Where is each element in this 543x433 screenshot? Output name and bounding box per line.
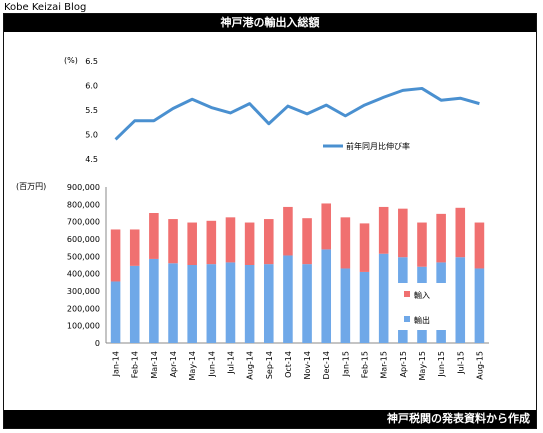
- x-tick-label: Feb-15: [361, 351, 370, 378]
- x-tick-label: Oct-14: [284, 351, 293, 378]
- x-tick-label: Feb-14: [131, 351, 140, 378]
- export-bar: [244, 265, 255, 343]
- x-tick-label: Jan-15: [341, 351, 350, 377]
- export-bar: [206, 264, 217, 343]
- import-bar: [340, 217, 351, 269]
- chart-title: 神戸港の輸出入総額: [4, 14, 536, 32]
- import-bar: [398, 208, 408, 258]
- export-bar: [187, 265, 197, 343]
- x-tick-label: Jun-14: [207, 351, 216, 378]
- x-tick-label: Mar-14: [150, 351, 159, 379]
- export-legend-swatch: [404, 316, 410, 322]
- export-bar: [225, 262, 236, 343]
- import-bar: [187, 222, 197, 265]
- bar-y-tick-label: 500,000: [67, 252, 100, 261]
- x-tick-label: Nov-14: [303, 351, 312, 379]
- x-tick-label: Mar-15: [380, 351, 389, 379]
- x-tick-label: Jul-14: [226, 351, 235, 375]
- export-bar: [283, 255, 293, 343]
- x-tick-label: Sep-14: [265, 351, 274, 379]
- bar-y-tick-label: 800,000: [67, 200, 100, 209]
- x-tick-label: May-14: [188, 351, 197, 380]
- bar-y-tick-label: 0: [95, 339, 100, 348]
- export-bar: [168, 263, 178, 343]
- line-y-tick-label: 6.5: [85, 57, 98, 66]
- export-bar: [321, 249, 332, 343]
- import-bar: [225, 217, 236, 263]
- import-bar: [321, 203, 332, 250]
- import-bar: [263, 219, 274, 265]
- import-bar: [283, 206, 293, 256]
- export-bar: [378, 253, 389, 343]
- import-bar: [149, 213, 159, 259]
- import-bar: [436, 213, 446, 263]
- import-bar: [417, 222, 427, 267]
- line-y-tick-label: 5.0: [85, 131, 98, 140]
- import-bar: [129, 229, 140, 266]
- line-y-unit: (%): [64, 56, 78, 65]
- line-legend-label: 前年同月比伸び率: [346, 141, 410, 151]
- x-tick-label: Dec-14: [322, 351, 331, 380]
- export-bar: [149, 258, 159, 343]
- x-tick-label: Jun-15: [437, 351, 446, 378]
- export-bar: [474, 268, 485, 343]
- import-bar: [206, 220, 217, 265]
- bar-y-tick-label: 300,000: [67, 287, 100, 296]
- x-tick-label: Aug-15: [475, 351, 484, 380]
- import-bar: [455, 207, 466, 258]
- line-y-tick-label: 4.5: [85, 155, 98, 164]
- import-legend-label: 輸入: [414, 290, 430, 300]
- export-bar: [359, 271, 370, 343]
- export-bar: [455, 257, 466, 343]
- blog-name: Kobe Keizai Blog: [4, 2, 87, 13]
- import-bar: [168, 219, 178, 264]
- bar-y-unit: (百万円): [16, 182, 46, 191]
- bar-y-tick-label: 700,000: [67, 218, 100, 227]
- line-chart: (%) 6.5 6.0 5.5 5.0 4.5 前年同月比伸び率: [64, 56, 480, 164]
- x-tick-label: Jan-14: [112, 351, 121, 377]
- line-y-tick-label: 5.5: [85, 106, 98, 115]
- bar-y-tick-label: 600,000: [67, 235, 100, 244]
- import-bar: [359, 223, 370, 272]
- import-bar: [110, 229, 121, 282]
- export-bar: [129, 265, 140, 343]
- bar-legend-box: [398, 283, 450, 330]
- export-bar: [302, 264, 312, 343]
- import-bar: [474, 222, 485, 269]
- import-legend-swatch: [404, 291, 410, 297]
- source-footer: 神戸税関の発表資料から作成: [4, 410, 536, 428]
- x-tick-label: Aug-14: [246, 351, 255, 380]
- bar-chart: (百万円) 900,000 800,000 700,000 600,000 500,000…: [16, 182, 489, 380]
- x-tick-label: Apr-15: [399, 351, 408, 377]
- export-bar: [340, 268, 351, 343]
- bar-y-tick-label: 100,000: [67, 322, 100, 331]
- x-tick-label: Apr-14: [169, 351, 178, 377]
- x-tick-label: May-15: [418, 351, 427, 380]
- line-y-tick-label: 6.0: [85, 82, 98, 91]
- bar-y-tick-label: 400,000: [67, 270, 100, 279]
- import-bar: [244, 222, 255, 265]
- bar-y-tick-label: 900,000: [67, 183, 100, 192]
- export-bar: [110, 281, 121, 343]
- growth-rate-line: [114, 86, 480, 141]
- bar-y-tick-label: 200,000: [67, 304, 100, 313]
- import-bar: [378, 206, 389, 254]
- x-tick-label: Jul-15: [456, 351, 465, 375]
- import-bar: [302, 218, 312, 265]
- export-bar: [263, 264, 274, 343]
- export-legend-label: 輸出: [414, 315, 430, 325]
